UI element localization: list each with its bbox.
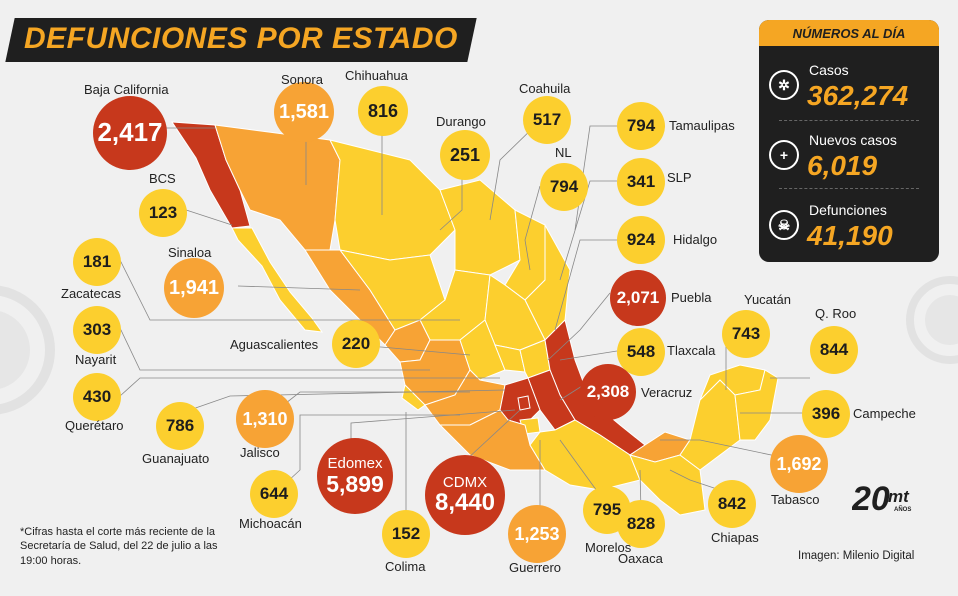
bubble-puebla: 2,071 xyxy=(610,270,666,326)
label-campeche: Campeche xyxy=(853,406,916,421)
bubble-zacatecas: 181 xyxy=(73,238,121,286)
label-tamaulipas: Tamaulipas xyxy=(669,118,735,133)
skull-icon: ☠ xyxy=(769,210,799,240)
bubble-cdmx: CDMX 8,440 xyxy=(425,455,505,535)
map-colima xyxy=(401,384,426,411)
map-chihuahua xyxy=(329,139,456,261)
label-qroo: Q. Roo xyxy=(815,306,857,321)
label-guanajuato: Guanajuato xyxy=(142,451,210,466)
label-bcs: BCS xyxy=(149,171,176,186)
plus-icon: + xyxy=(769,140,799,170)
bubble-bcs: 123 xyxy=(139,189,187,237)
bubble-durango: 251 xyxy=(440,130,490,180)
logo-sub: AÑOS xyxy=(894,506,911,513)
stat-label: Nuevos casos xyxy=(809,132,897,148)
milenio-20-years-logo: 20 mt AÑOS xyxy=(852,480,911,518)
bubble-queretaro: 430 xyxy=(73,373,121,421)
bubble-tabasco: 1,692 xyxy=(770,435,828,493)
label-aguascalientes: Aguascalientes xyxy=(230,337,319,352)
bubble-campeche: 396 xyxy=(802,390,850,438)
stat-cases: ✲ Casos 362,274 xyxy=(759,56,939,126)
stat-deaths: ☠ Defunciones 41,190 xyxy=(759,196,939,262)
logo-number: 20 xyxy=(852,480,890,518)
stat-new-cases: + Nuevos casos 6,019 xyxy=(759,126,939,196)
bubble-guanajuato: 786 xyxy=(156,402,204,450)
page-title: DEFUNCIONES POR ESTADO xyxy=(24,22,458,55)
bubble-nayarit: 303 xyxy=(73,306,121,354)
label-chiapas: Chiapas xyxy=(711,530,759,545)
bubble-tlaxcala: 548 xyxy=(617,328,665,376)
map-bcs xyxy=(231,227,324,333)
bubble-slp: 341 xyxy=(617,158,665,206)
bubble-sinaloa: 1,941 xyxy=(164,258,224,318)
label-sonora: Sonora xyxy=(281,72,323,87)
panel-heading: NÚMEROS AL DÍA xyxy=(759,20,939,46)
stat-value: 362,274 xyxy=(807,80,909,111)
bubble-qroo: 844 xyxy=(810,326,858,374)
bubble-oaxaca: 828 xyxy=(617,500,665,548)
label-tabasco: Tabasco xyxy=(771,492,820,507)
divider xyxy=(779,188,919,189)
label-veracruz: Veracruz xyxy=(641,385,693,400)
label-yucatan: Yucatán xyxy=(744,292,791,307)
label-morelos: Morelos xyxy=(585,540,632,555)
stat-label: Defunciones xyxy=(809,202,887,218)
label-queretaro: Querétaro xyxy=(65,418,124,433)
bubble-sonora: 1,581 xyxy=(274,82,334,142)
bubble-michoacan: 644 xyxy=(250,470,298,518)
bubble-jalisco: 1,310 xyxy=(236,390,294,448)
bubble-chiapas: 842 xyxy=(708,480,756,528)
map-guerrero xyxy=(438,409,546,471)
label-baja-california: Baja California xyxy=(84,82,169,97)
label-colima: Colima xyxy=(385,559,426,574)
divider xyxy=(779,120,919,121)
virus-icon: ✲ xyxy=(769,70,799,100)
label-durango: Durango xyxy=(436,114,486,129)
bubble-guerrero: 1,253 xyxy=(508,505,566,563)
label-tlaxcala: Tlaxcala xyxy=(667,343,716,358)
label-jalisco: Jalisco xyxy=(240,445,280,460)
bubble-yucatan: 743 xyxy=(722,310,770,358)
label-michoacan: Michoacán xyxy=(239,516,302,531)
map-qroo xyxy=(734,369,779,441)
daily-numbers-panel: NÚMEROS AL DÍA ✲ Casos 362,274 + Nuevos … xyxy=(759,20,939,262)
stat-label: Casos xyxy=(809,62,849,78)
label-hidalgo: Hidalgo xyxy=(673,232,718,247)
label-nayarit: Nayarit xyxy=(75,352,117,367)
image-credit: Imagen: Milenio Digital xyxy=(798,550,915,562)
footnote: *Cifras hasta el corte más reciente de l… xyxy=(20,526,218,567)
bubble-coahuila: 517 xyxy=(523,96,571,144)
stat-value: 6,019 xyxy=(807,150,878,181)
label-puebla: Puebla xyxy=(671,290,712,305)
map-cdmx xyxy=(517,395,531,411)
label-nl: NL xyxy=(555,145,572,160)
bubble-aguascalientes: 220 xyxy=(332,320,380,368)
bubble-baja-california: 2,417 xyxy=(93,96,167,170)
bubble-colima: 152 xyxy=(382,510,430,558)
bubble-tamaulipas: 794 xyxy=(617,102,665,150)
label-slp: SLP xyxy=(667,170,692,185)
bubble-veracruz: 2,308 xyxy=(580,364,636,420)
virus-decoration-right-icon xyxy=(906,276,958,364)
bubble-edomex: Edomex 5,899 xyxy=(317,438,393,514)
label-chihuahua: Chihuahua xyxy=(345,68,408,83)
bubble-nl: 794 xyxy=(540,163,588,211)
bubble-chihuahua: 816 xyxy=(358,86,408,136)
label-guerrero: Guerrero xyxy=(509,560,562,575)
map-coahuila xyxy=(439,179,521,276)
label-zacatecas: Zacatecas xyxy=(61,286,121,301)
stat-value: 41,190 xyxy=(807,220,893,251)
label-sinaloa: Sinaloa xyxy=(168,245,212,260)
logo-text: mt xyxy=(888,487,910,506)
bubble-hidalgo: 924 xyxy=(617,216,665,264)
label-coahuila: Coahuila xyxy=(519,81,571,96)
virus-decoration-icon xyxy=(0,285,55,415)
label-oaxaca: Oaxaca xyxy=(618,551,663,566)
